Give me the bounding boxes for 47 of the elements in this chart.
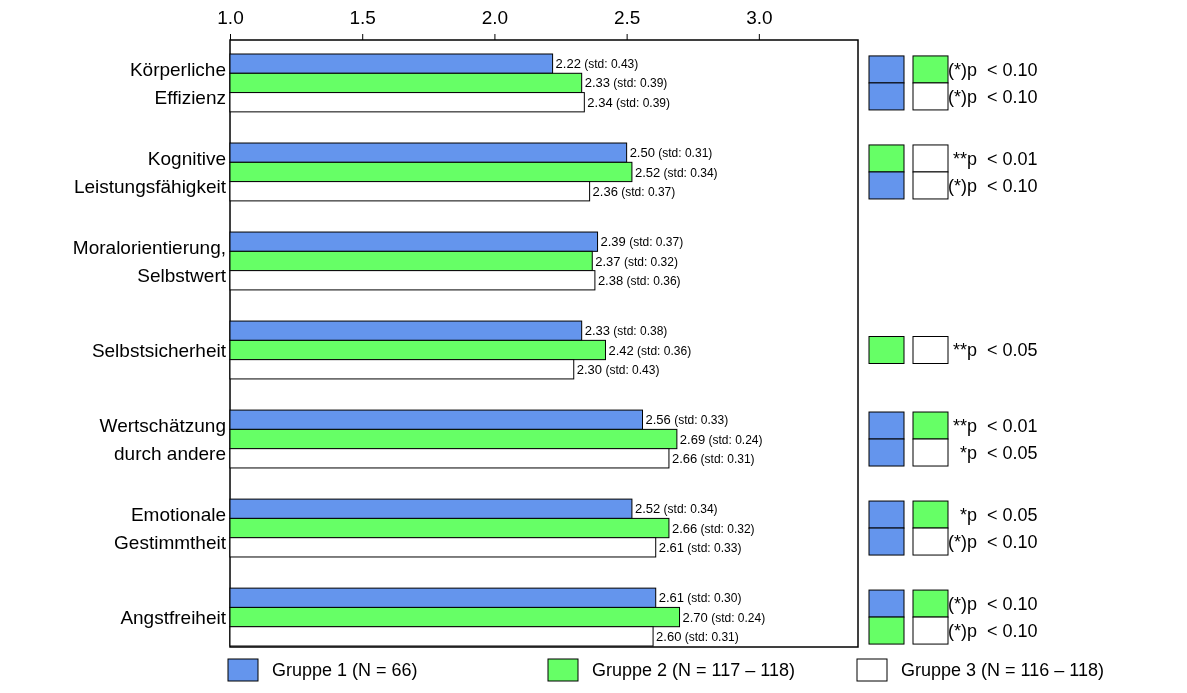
- x-tick-label: 1.0: [217, 7, 244, 28]
- data-label: 2.22 (std: 0.43): [555, 56, 639, 72]
- text: (*)p < 0.10: [948, 593, 1038, 614]
- text: (*)p < 0.10: [948, 86, 1038, 107]
- data-label: 2.37 (std: 0.32): [595, 253, 678, 269]
- text: (*)p < 0.10: [948, 620, 1038, 641]
- y-tick-label: Angstfreiheit: [120, 606, 227, 628]
- x-tick-label: 3.0: [746, 7, 773, 28]
- data-label: 2.66 (std: 0.31): [671, 450, 755, 466]
- text: *p < 0.05: [959, 504, 1038, 525]
- data-label: 2.60 (std: 0.31): [656, 628, 739, 644]
- text: *p < 0.05: [959, 442, 1038, 463]
- text: (*)p < 0.10: [948, 59, 1038, 80]
- data-label: 2.34 (std: 0.39): [587, 94, 670, 110]
- data-label: 2.50 (std: 0.31): [629, 145, 713, 161]
- text: (*)p < 0.10: [948, 531, 1038, 552]
- legend-label: Gruppe 1 (N = 66): [272, 660, 418, 681]
- text: **p < 0.01: [952, 148, 1038, 169]
- y-tick-label: Wertschätzung durch andere: [99, 414, 226, 464]
- y-tick-label: Kognitive Leistungsfähigkeit: [73, 147, 227, 197]
- legend-label: Gruppe 2 (N = 117 – 118): [592, 660, 795, 681]
- x-tick-label: 1.5: [349, 7, 376, 28]
- y-tick-label: Moralorientierung, Selbstwert: [72, 236, 227, 286]
- data-label: 2.39 (std: 0.37): [600, 234, 684, 250]
- data-label: 2.33 (std: 0.39): [584, 75, 668, 91]
- data-label: 2.52 (std: 0.34): [634, 501, 718, 517]
- data-label: 2.36 (std: 0.37): [592, 183, 676, 199]
- x-tick-label: 2.5: [613, 7, 641, 28]
- legend-label: Gruppe 3 (N = 116 – 118): [901, 660, 1104, 681]
- data-label: 2.56 (std: 0.33): [645, 412, 729, 428]
- data-label: 2.61 (std: 0.33): [658, 539, 742, 555]
- y-tick-label: Körperliche Effizienz: [129, 58, 226, 108]
- data-label: 2.33 (std: 0.38): [584, 323, 668, 339]
- data-label: 2.38 (std: 0.36): [597, 272, 681, 288]
- y-tick-label: Emotionale Gestimmtheit: [114, 503, 227, 553]
- data-label: 2.61 (std: 0.30): [658, 590, 742, 606]
- text: **p < 0.01: [952, 415, 1038, 436]
- text: **p < 0.05: [952, 340, 1038, 361]
- data-label: 2.42 (std: 0.36): [608, 342, 692, 358]
- y-tick-label: Selbstsicherheit: [91, 339, 227, 361]
- data-label: 2.30 (std: 0.43): [576, 361, 660, 377]
- data-label: 2.52 (std: 0.34): [634, 164, 718, 180]
- text: (*)p < 0.10: [948, 175, 1038, 196]
- x-tick-label: 2.0: [481, 7, 509, 28]
- data-label: 2.70 (std: 0.24): [682, 609, 766, 625]
- data-label: 2.69 (std: 0.24): [679, 431, 763, 447]
- data-label: 2.66 (std: 0.32): [671, 520, 755, 536]
